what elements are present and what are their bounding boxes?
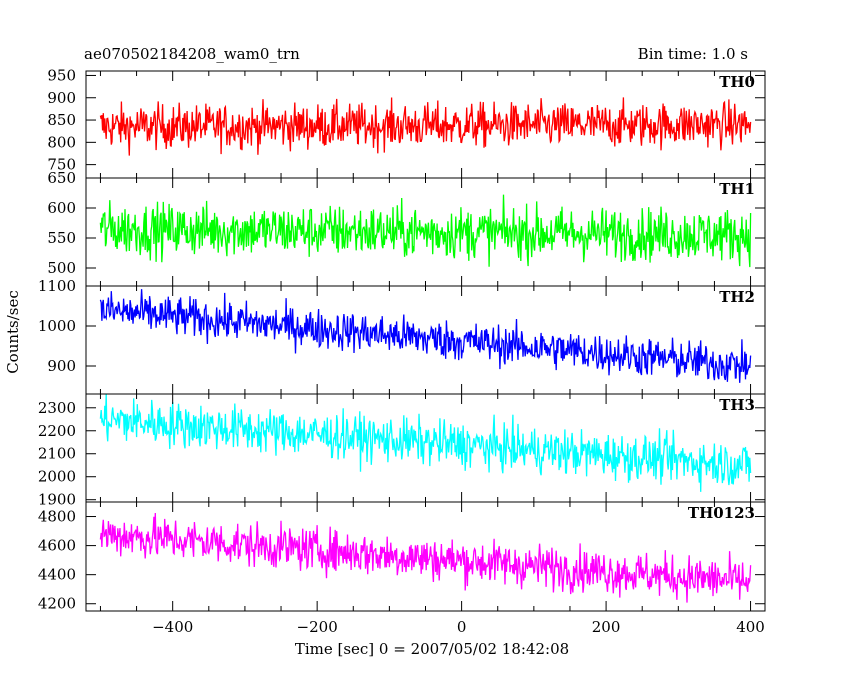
y-tick-label: 550	[47, 229, 76, 247]
y-tick-label: 4800	[38, 508, 76, 526]
x-tick-label: 0	[457, 618, 467, 636]
x-tick-label: 400	[736, 618, 765, 636]
x-axis-label: Time [sec] 0 = 2007/05/02 18:42:08	[295, 640, 569, 658]
y-tick-label: 2300	[38, 399, 76, 417]
y-tick-label: 4200	[38, 595, 76, 613]
series-th1-line	[99, 194, 752, 268]
y-axis-label: Counts/sec	[4, 290, 22, 374]
y-tick-label: 4400	[38, 566, 76, 584]
y-tick-label: 500	[47, 259, 76, 277]
y-tick-label: 650	[47, 169, 76, 187]
y-tick-label: 1900	[38, 491, 76, 509]
series-th0123-line	[99, 512, 752, 603]
series-th0-line	[99, 97, 752, 156]
panel-frame-th3	[85, 393, 766, 503]
y-tick-label: 2200	[38, 422, 76, 440]
y-tick-label: 850	[47, 111, 76, 129]
panel-label-th1: TH1	[719, 180, 755, 198]
series-th2-line	[99, 289, 752, 383]
panel-label-th3: TH3	[719, 396, 755, 414]
x-tick-label: −400	[152, 618, 193, 636]
y-tick-label: 900	[47, 357, 76, 375]
y-tick-label: 1000	[38, 317, 76, 335]
y-tick-label: 800	[47, 133, 76, 151]
y-tick-label: 950	[47, 66, 76, 84]
panels-group: 750 800 850 900 950 TH0 500 550 600 650 TH1 900 1000…	[38, 66, 766, 636]
panel-label-th2: TH2	[719, 288, 755, 306]
x-tick-label: 200	[592, 618, 621, 636]
y-tick-label: 900	[47, 89, 76, 107]
chart-title: ae070502184208_wam0_trn	[84, 45, 300, 63]
panel-label-th0123: TH0123	[688, 504, 755, 522]
y-tick-label: 2000	[38, 468, 76, 486]
series-th3-line	[99, 393, 752, 492]
y-tick-label: 4600	[38, 537, 76, 555]
y-tick-label: 2100	[38, 445, 76, 463]
y-tick-label: 1100	[38, 277, 76, 295]
y-tick-label: 750	[47, 156, 76, 174]
x-tick-label: −200	[297, 618, 338, 636]
y-tick-label: 600	[47, 199, 76, 217]
bin-time-label: Bin time: 1.0 s	[638, 45, 748, 63]
panel-label-th0: TH0	[719, 73, 755, 91]
